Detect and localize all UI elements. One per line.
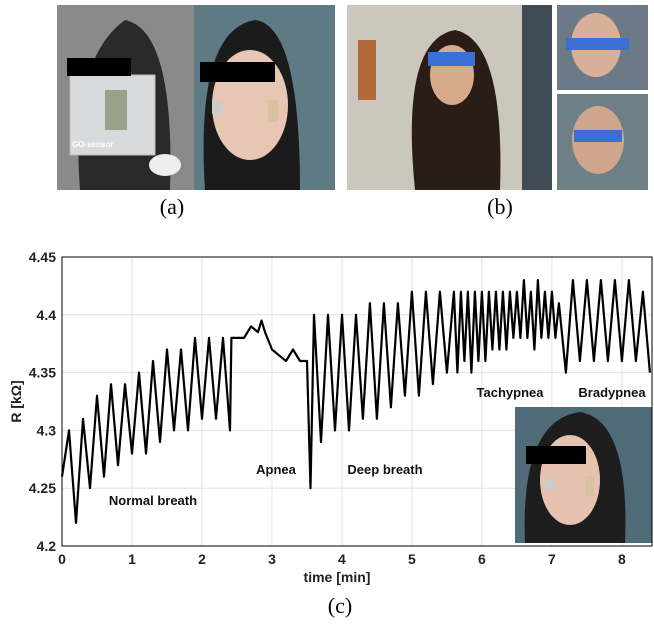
x-tick-label: 6 [478, 551, 486, 567]
x-tick-label: 2 [198, 551, 206, 567]
y-tick-label: 4.45 [29, 249, 56, 265]
sensor-label: GO-sensor [72, 140, 113, 149]
signal-line [60, 279, 651, 524]
x-tick-label: 0 [58, 551, 66, 567]
y-tick-label: 4.4 [37, 307, 57, 323]
y-tick-label: 4.3 [37, 422, 57, 438]
y-tick-label: 4.25 [29, 480, 56, 496]
x-tick-label: 7 [548, 551, 556, 567]
photo-b [347, 5, 648, 190]
inset-photo [585, 476, 594, 496]
annotation: Normal breath [109, 493, 197, 508]
photo-a: GO-sensor [57, 5, 335, 190]
annotation: Apnea [256, 462, 297, 477]
y-axis-label: R [kΩ] [8, 380, 24, 422]
y-tick-label: 4.35 [29, 365, 56, 381]
panel-label: (a) [160, 194, 184, 219]
inset-photo [526, 446, 586, 464]
annotation: Bradypnea [578, 385, 646, 400]
x-tick-label: 8 [618, 551, 626, 567]
annotation: Deep breath [347, 462, 422, 477]
y-tick-label: 4.2 [37, 538, 57, 554]
panel-label: (b) [487, 194, 513, 219]
x-tick-label: 5 [408, 551, 416, 567]
x-tick-label: 1 [128, 551, 136, 567]
panel-label: (c) [328, 593, 352, 618]
inset-photo [545, 478, 554, 490]
x-axis-label: time [min] [304, 569, 371, 585]
x-tick-label: 3 [268, 551, 276, 567]
x-tick-label: 4 [338, 551, 346, 567]
annotation: Tachypnea [477, 385, 545, 400]
axes-frame [61, 256, 653, 547]
